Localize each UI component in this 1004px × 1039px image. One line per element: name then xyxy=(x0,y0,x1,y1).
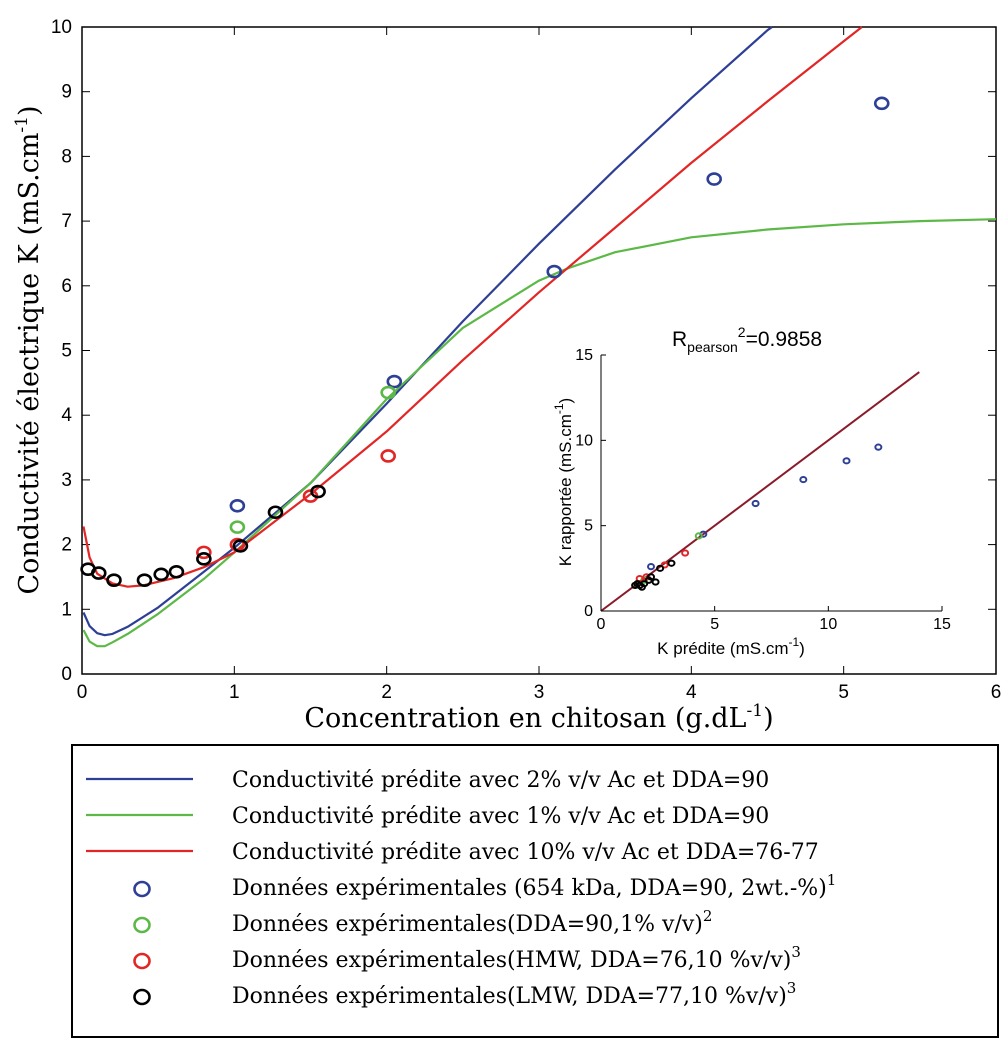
x-tick-label: 6 xyxy=(991,682,1002,703)
inset-annotation-r-pearson: Rpearson2=0.9858 xyxy=(672,324,822,355)
inset-y-axis-label: K rapportée (mS.cm-1) xyxy=(552,398,575,566)
inset-axis-ticks: 0 5 10 15 0 5 10 15 xyxy=(575,347,951,633)
y-tick-label: 6 xyxy=(61,276,72,297)
legend-label: Conductivité prédite avec 2% v/v Ac et D… xyxy=(232,768,769,793)
inset-plot-series xyxy=(600,371,920,612)
data-point xyxy=(706,172,722,186)
data-point xyxy=(310,484,326,499)
y-tick-label: 8 xyxy=(61,146,72,167)
inset-data-point xyxy=(799,475,808,484)
data-point xyxy=(229,520,246,534)
inset-y-tick-label: 10 xyxy=(575,432,593,449)
y-tick-label: 10 xyxy=(51,17,72,38)
legend-label: Conductivité prédite avec 1% v/v Ac et D… xyxy=(232,804,769,829)
inset-data-point xyxy=(842,457,851,465)
data-point xyxy=(232,539,249,553)
y-tick-label: 9 xyxy=(61,82,72,103)
legend-marker-swatch xyxy=(133,880,151,898)
inset-x-tick-label: 0 xyxy=(597,616,606,633)
legend-label: Données expérimentales(HMW, DDA=76,10 %v… xyxy=(232,943,801,973)
series-line xyxy=(82,26,863,588)
legend-items: Conductivité prédite avec 2% v/v Ac et D… xyxy=(86,768,836,1009)
inset-fit-line xyxy=(600,371,920,612)
data-point xyxy=(168,564,185,579)
data-point xyxy=(380,449,396,463)
inset-data-point xyxy=(651,578,660,586)
y-tick-label: 7 xyxy=(61,211,72,232)
inset-x-tick-label: 10 xyxy=(819,616,837,633)
legend-box xyxy=(71,744,999,1038)
data-point xyxy=(153,567,170,582)
inset-data-point xyxy=(637,583,646,591)
legend-label: Données expérimentales(LMW, DDA=77,10 %v… xyxy=(232,979,796,1009)
inset-x-tick-label: 15 xyxy=(933,616,951,633)
legend-marker-swatch xyxy=(133,988,151,1006)
data-point xyxy=(196,545,212,560)
y-tick-label: 4 xyxy=(61,405,72,426)
data-point xyxy=(136,573,153,587)
legend-label: Données expérimentales(DDA=90,1% v/v)2 xyxy=(232,907,712,937)
data-point xyxy=(196,552,212,566)
x-tick-label: 2 xyxy=(381,682,392,703)
x-tick-label: 4 xyxy=(686,682,697,703)
inset-y-tick-label: 0 xyxy=(584,603,593,620)
inset-data-point xyxy=(667,559,676,567)
y-tick-label: 3 xyxy=(61,470,72,491)
data-point xyxy=(546,264,563,279)
x-tick-label: 1 xyxy=(229,682,240,703)
data-point xyxy=(229,498,246,513)
data-point xyxy=(873,96,890,111)
main-x-axis-label: Concentration en chitosan (g.dL-1) xyxy=(304,701,773,734)
main-plot-series xyxy=(80,26,997,648)
legend-marker-swatch xyxy=(133,916,151,934)
legend-label: Données expérimentales (654 kDa, DDA=90,… xyxy=(232,871,836,901)
inset-data-point xyxy=(656,564,665,572)
inset-x-axis-label: K prédite (mS.cm-1) xyxy=(657,635,805,658)
inset-data-point xyxy=(681,549,690,557)
series-line xyxy=(82,218,997,648)
inset-data-point xyxy=(647,563,656,571)
inset-x-tick-label: 5 xyxy=(710,616,719,633)
y-tick-label: 2 xyxy=(61,535,72,556)
inset-data-point xyxy=(751,499,760,508)
inset-data-point xyxy=(647,573,656,581)
inset-data-point xyxy=(694,532,703,540)
data-point xyxy=(106,573,122,587)
y-tick-label: 0 xyxy=(61,664,72,685)
main-y-axis-label: Conductivité électrique K (mS.cm-1) xyxy=(12,105,45,594)
legend-label: Conductivité prédite avec 10% v/v Ac et … xyxy=(232,840,819,865)
x-tick-label: 5 xyxy=(838,682,849,703)
data-point xyxy=(267,505,284,520)
inset-y-tick-label: 5 xyxy=(584,518,593,535)
inset-data-point xyxy=(874,443,883,451)
data-point xyxy=(90,566,107,580)
x-tick-label: 0 xyxy=(77,682,88,703)
y-tick-label: 5 xyxy=(61,341,72,362)
inset-y-tick-label: 15 xyxy=(575,347,593,364)
legend-marker-swatch xyxy=(133,952,151,970)
x-tick-label: 3 xyxy=(534,682,545,703)
y-tick-label: 1 xyxy=(61,599,72,620)
data-point xyxy=(380,385,396,400)
data-point xyxy=(386,374,403,389)
